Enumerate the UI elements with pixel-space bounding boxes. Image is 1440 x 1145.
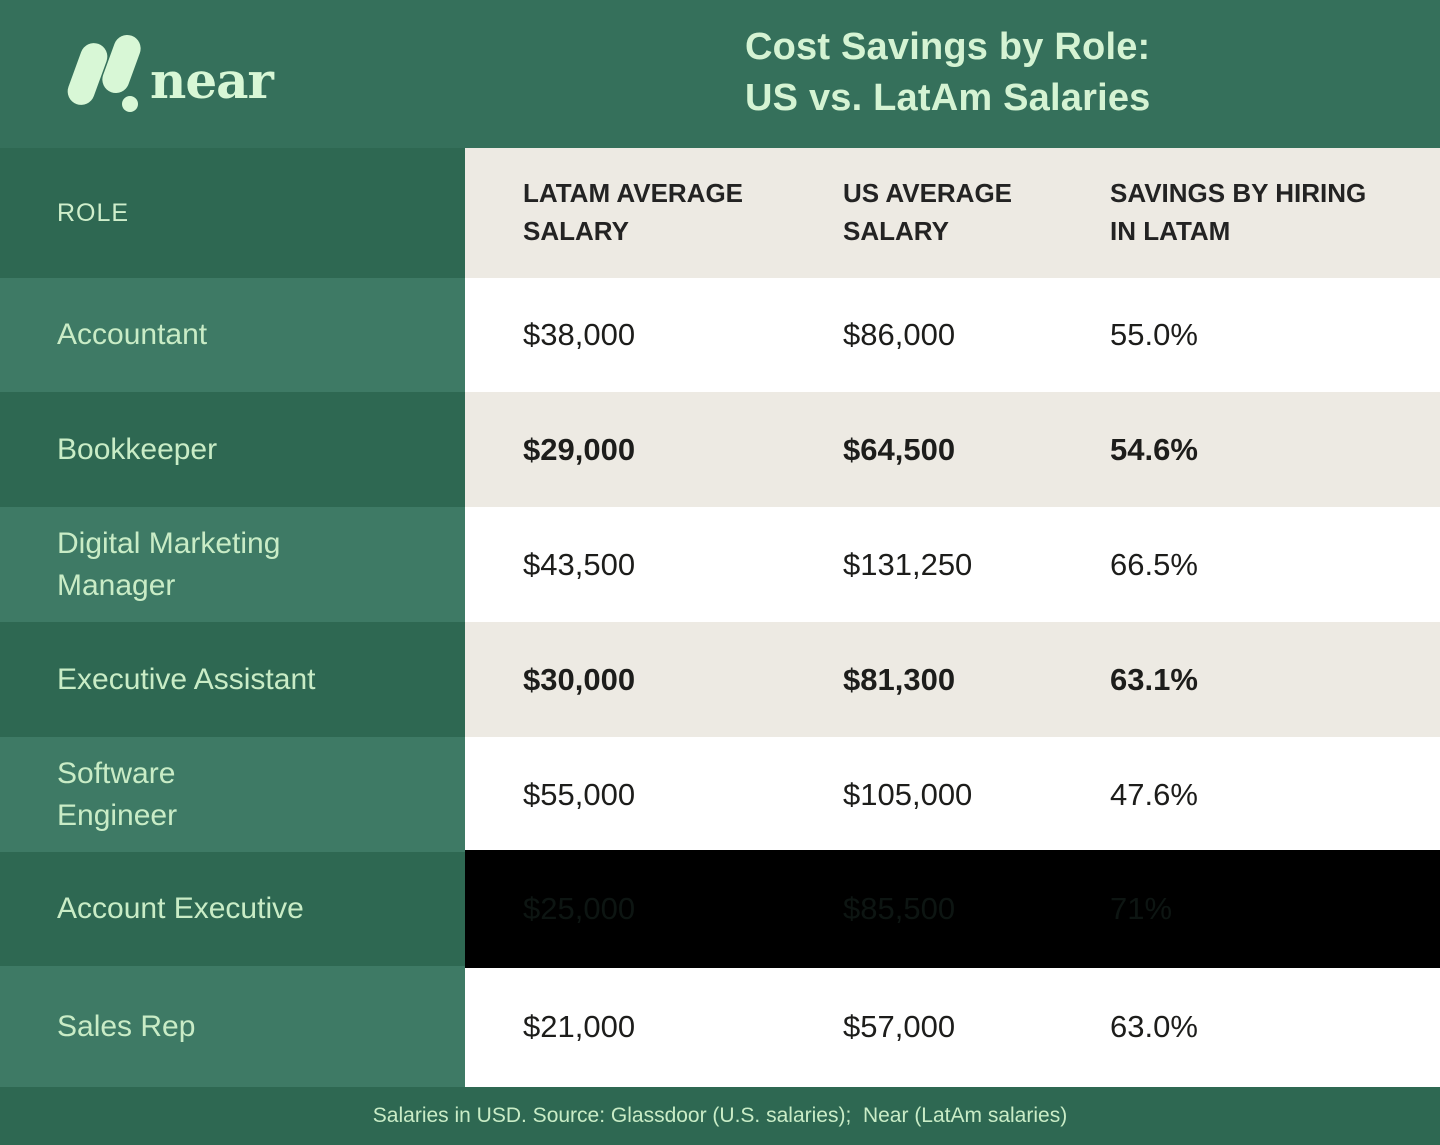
role-cell: Bookkeeper (0, 392, 465, 507)
table-row: Sales Rep $21,000 $57,000 63.0% (0, 966, 1440, 1087)
table-row: Accountant $38,000 $86,000 55.0% (0, 278, 1440, 392)
latam-salary-value: $38,000 (523, 317, 636, 352)
salary-table: ROLE LATAM AVERAGE SALARY US AVERAGE SAL… (0, 148, 1440, 1087)
header-latam-salary: LATAM AVERAGE SALARY (523, 178, 744, 246)
footer-bar: Salaries in USD. Source: Glassdoor (U.S.… (0, 1087, 1440, 1145)
us-salary-value-redacted: $85,500 (843, 891, 956, 926)
role-label: Sales Rep (57, 1009, 196, 1043)
near-logo: near (62, 30, 274, 118)
role-label: Software Engineer (57, 756, 178, 832)
latam-salary-value: $55,000 (523, 776, 636, 812)
us-salary-value: $86,000 (843, 317, 956, 352)
page-title: Cost Savings by Role: US vs. LatAm Salar… (745, 26, 1151, 120)
header-role-label: ROLE (57, 198, 130, 227)
latam-salary-value: $43,500 (523, 546, 636, 582)
header-data-cells: LATAM AVERAGE SALARY US AVERAGE SALARY S… (465, 148, 1440, 278)
role-cell: Software Engineer (0, 737, 465, 852)
savings-value: 66.5% (1110, 546, 1198, 582)
latam-salary-value: $30,000 (523, 661, 636, 697)
us-salary-value: $64,500 (843, 431, 956, 467)
savings-value: 47.6% (1110, 776, 1198, 812)
table-row: Bookkeeper $29,000 $64,500 54.6% (0, 392, 1440, 507)
latam-salary-value-redacted: $25,000 (523, 891, 636, 926)
table-row: Software Engineer $55,000 $105,000 47.6% (0, 737, 1440, 852)
row-data-cells: $38,000 $86,000 55.0% (465, 278, 1440, 392)
table-header-row: ROLE LATAM AVERAGE SALARY US AVERAGE SAL… (0, 148, 1440, 278)
row-data-cells: $21,000 $57,000 63.0% (465, 966, 1440, 1087)
us-salary-value: $131,250 (843, 546, 973, 582)
role-cell: Accountant (0, 278, 465, 392)
table-row-redacted: Account Executive $25,000 $85,500 71% (0, 850, 1440, 968)
savings-value: 63.1% (1110, 661, 1198, 697)
logo-dot-icon (122, 96, 138, 112)
header-role: ROLE (0, 148, 465, 278)
row-data-cells: $55,000 $105,000 47.6% (465, 737, 1440, 852)
header-us-salary: US AVERAGE SALARY (843, 178, 1013, 246)
row-data-cells: $43,500 $131,250 66.5% (465, 507, 1440, 622)
savings-value: 55.0% (1110, 317, 1198, 352)
role-cell: Sales Rep (0, 966, 465, 1087)
role-label: Accountant (57, 318, 208, 351)
top-banner: near Cost Savings by Role: US vs. LatAm … (0, 0, 1440, 148)
savings-value: 63.0% (1110, 1008, 1198, 1044)
logo-wordmark: near (150, 51, 274, 110)
savings-value-redacted: 71% (1110, 891, 1173, 926)
savings-value: 54.6% (1110, 431, 1198, 467)
table-row: Executive Assistant $30,000 $81,300 63.1… (0, 622, 1440, 737)
us-salary-value: $81,300 (843, 661, 956, 697)
us-salary-value: $105,000 (843, 776, 973, 812)
role-label: Executive Assistant (57, 662, 316, 696)
role-label: Bookkeeper (57, 432, 218, 466)
role-label: Account Executive (57, 892, 304, 925)
row-data-cells: $29,000 $64,500 54.6% (465, 392, 1440, 507)
role-label: Digital Marketing Manager (57, 526, 281, 602)
header-savings: SAVINGS BY HIRING IN LATAM (1110, 178, 1367, 246)
latam-salary-value: $21,000 (523, 1008, 636, 1044)
row-data-cells: $30,000 $81,300 63.1% (465, 622, 1440, 737)
us-salary-value: $57,000 (843, 1008, 956, 1044)
role-cell: Digital Marketing Manager (0, 507, 465, 622)
table-row: Digital Marketing Manager $43,500 $131,2… (0, 507, 1440, 622)
role-cell: Account Executive (0, 852, 465, 966)
row-data-cells-redacted: $25,000 $85,500 71% (465, 850, 1440, 968)
role-cell: Executive Assistant (0, 622, 465, 737)
source-note: Salaries in USD. Source: Glassdoor (U.S.… (372, 1104, 1068, 1127)
latam-salary-value: $29,000 (523, 431, 636, 467)
